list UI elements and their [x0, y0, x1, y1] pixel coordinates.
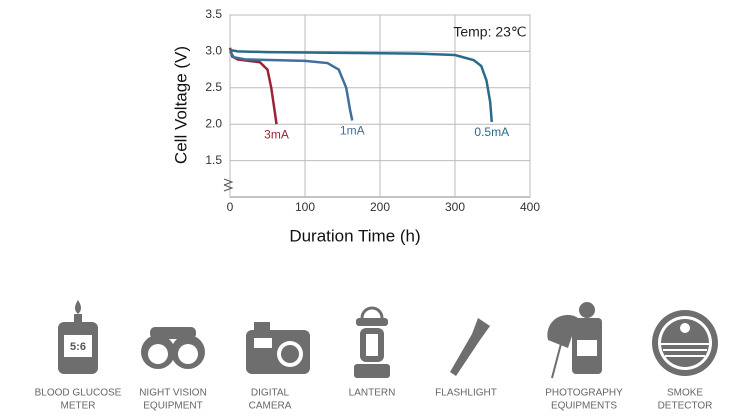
series-line — [229, 48, 493, 123]
app-label: CAMERA — [249, 401, 292, 412]
app-label: SMOKE — [667, 388, 703, 399]
app-label: FLASHLIGHT — [435, 388, 497, 399]
y-axis-label: Cell Voltage (V) — [171, 46, 190, 164]
series-label: 0.5mA — [474, 125, 509, 139]
y-tick-label: 2.0 — [205, 116, 222, 130]
annotation: Temp: 23℃ — [453, 24, 526, 40]
x-tick-label: 200 — [370, 200, 390, 214]
app-label: EQUIPMENTS — [551, 401, 617, 412]
icon-lantern — [354, 306, 390, 378]
icon-night-vision — [141, 327, 205, 369]
x-axis-label: Duration Time (h) — [289, 226, 420, 245]
y-tick-label: 1.5 — [205, 153, 222, 167]
app-label: METER — [61, 401, 96, 412]
series-line — [228, 50, 354, 121]
svg-text:5:6: 5:6 — [70, 341, 86, 353]
axis-break — [223, 178, 234, 192]
y-tick-label: 3.0 — [205, 44, 222, 58]
app-label: BLOOD GLUCOSE — [35, 388, 122, 399]
icon-camera — [246, 322, 310, 374]
series-label: 3mA — [264, 127, 289, 141]
app-label: DIGITAL — [251, 388, 290, 399]
icon-photography — [547, 302, 602, 379]
icon-flashlight — [450, 318, 490, 376]
app-label: DETECTOR — [658, 401, 713, 412]
series-label: 1mA — [340, 124, 365, 138]
x-tick-label: 100 — [295, 200, 315, 214]
y-tick-label: 3.5 — [205, 7, 222, 21]
x-tick-label: 0 — [227, 200, 234, 214]
app-label: NIGHT VISION — [139, 388, 207, 399]
app-label: PHOTOGRAPHY — [545, 388, 623, 399]
app-label: EQUIPMENT — [143, 401, 202, 412]
icon-glucose-meter: 5:6 — [58, 300, 98, 374]
app-label: LANTERN — [349, 388, 396, 399]
y-tick-label: 2.5 — [205, 80, 222, 94]
x-tick-label: 400 — [520, 200, 540, 214]
icon-smoke-detector — [652, 310, 718, 376]
plot: 1.5 2.0 2.5 3.0 3.5 0 100 200 300 400 3mA 1mA 0.5mA — [205, 7, 540, 214]
x-tick-label: 300 — [445, 200, 465, 214]
